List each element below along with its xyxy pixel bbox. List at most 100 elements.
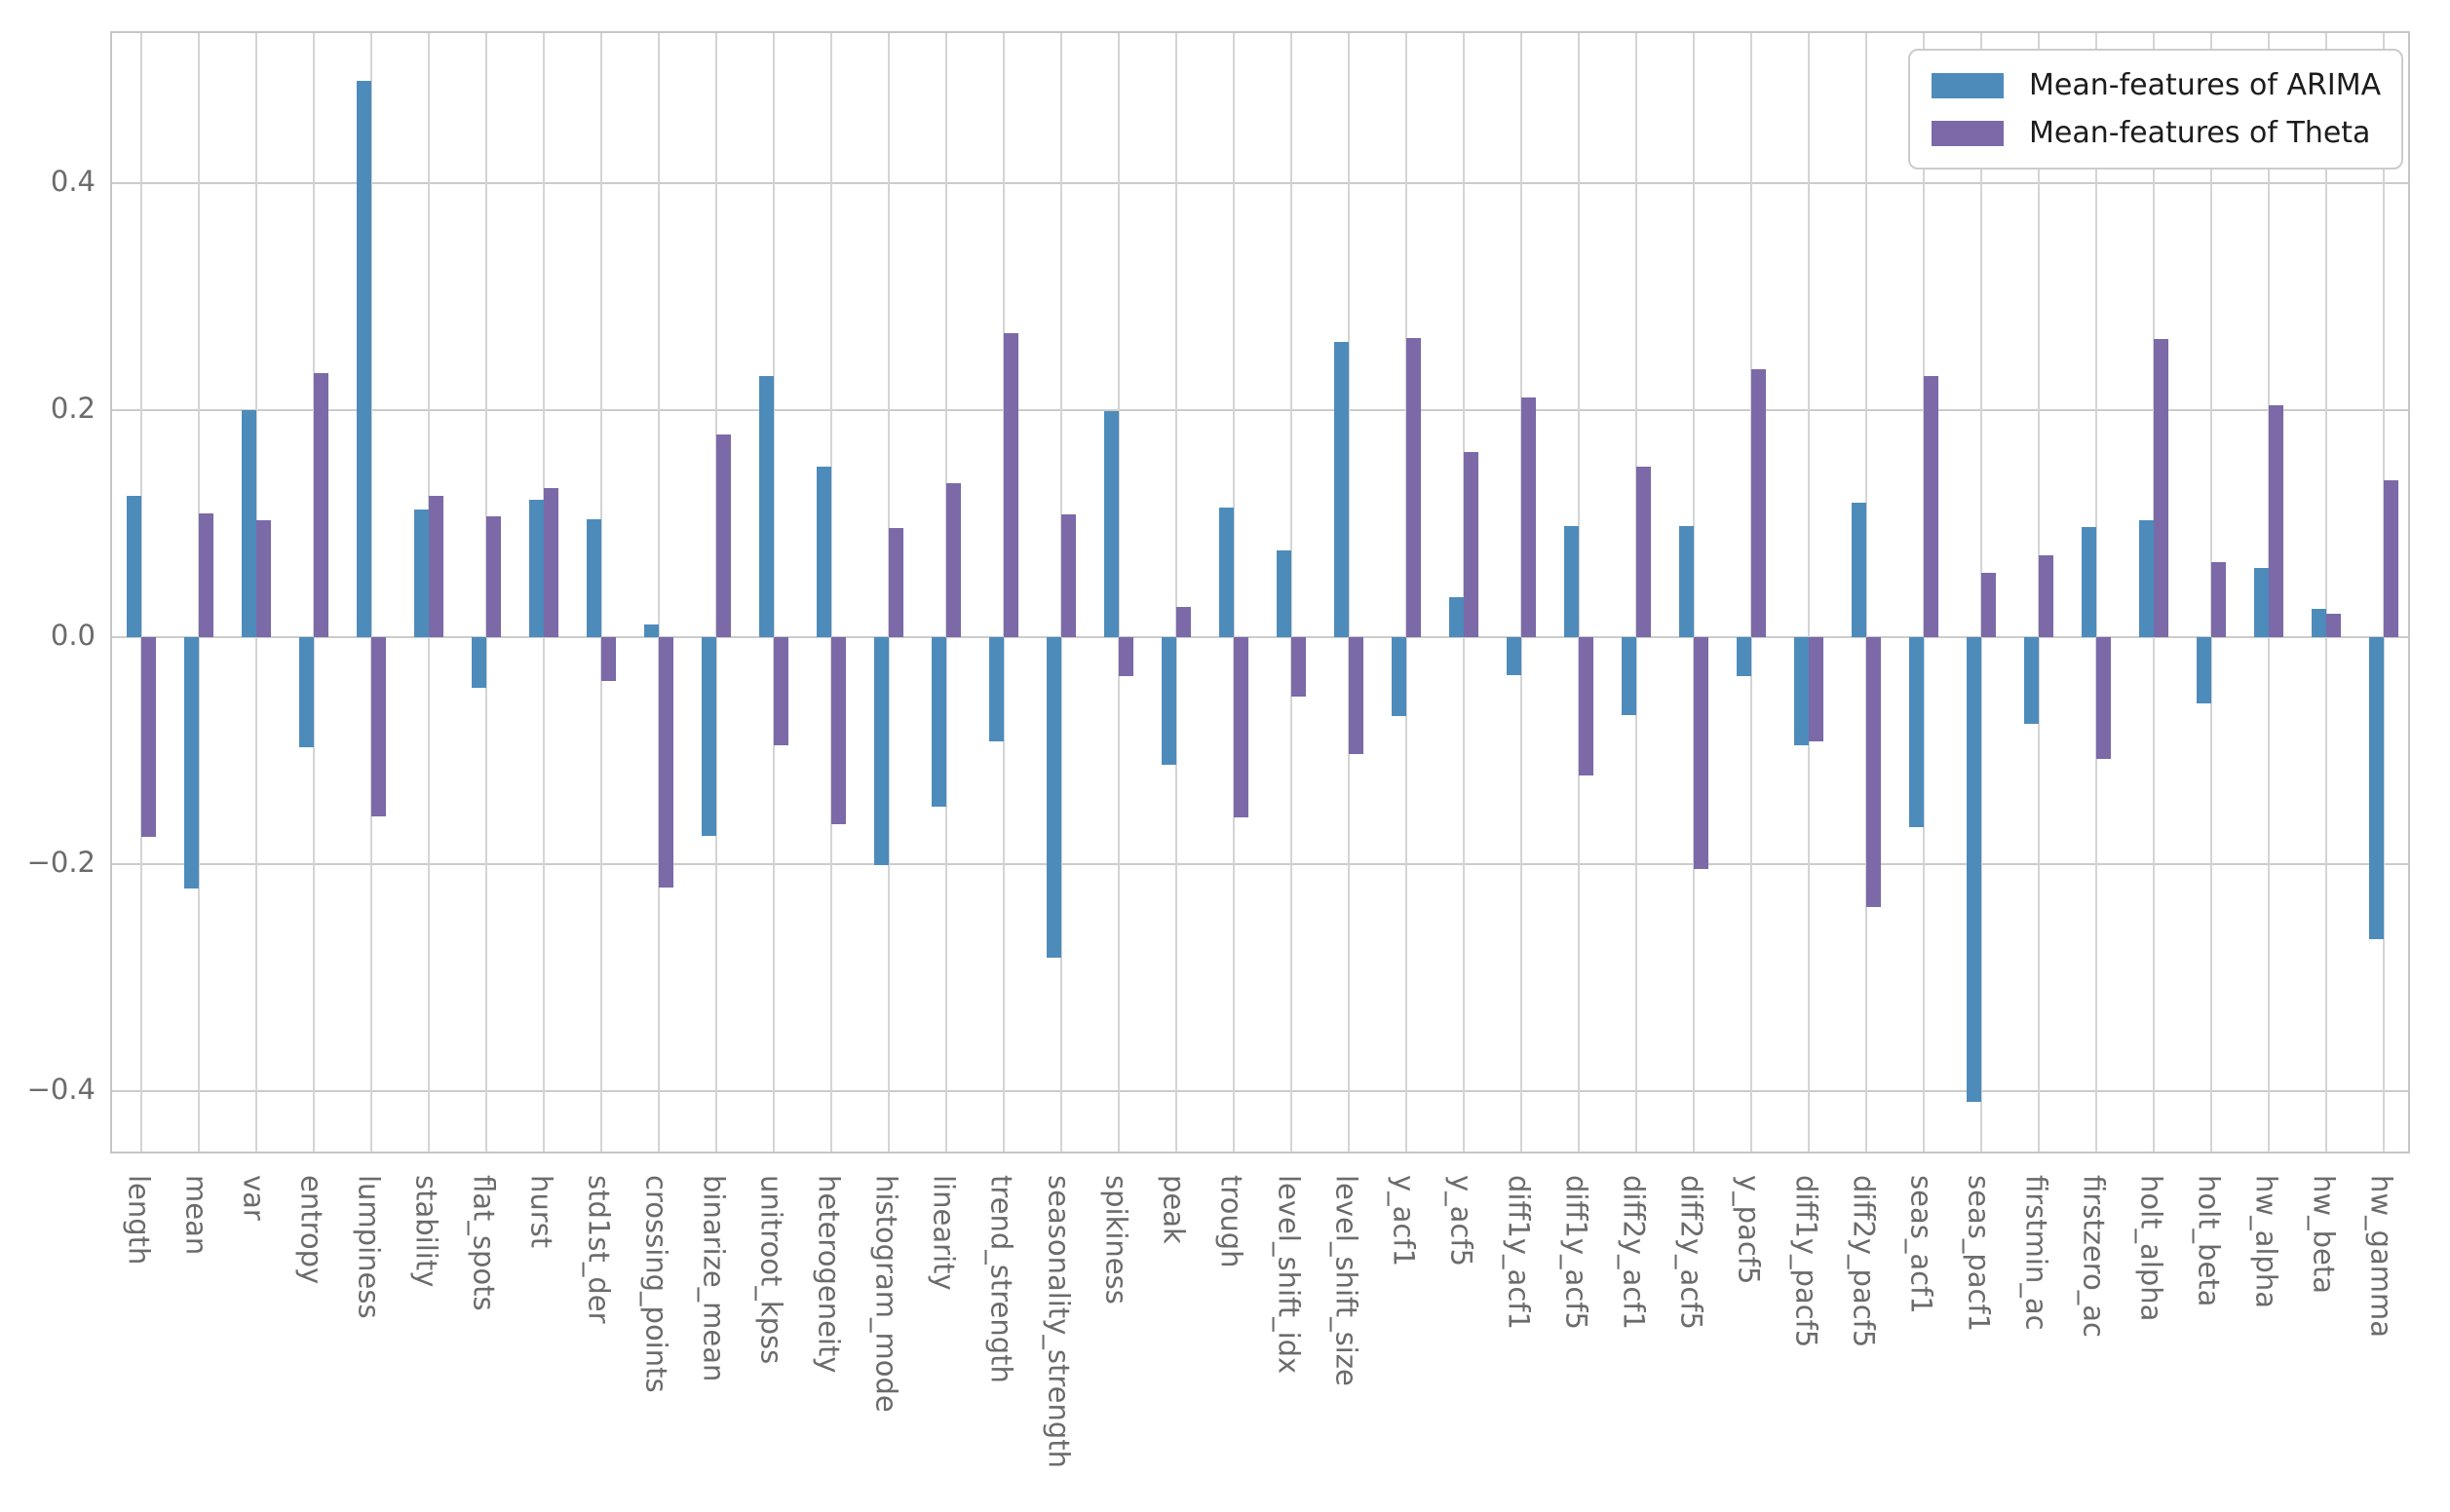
x-tick-label: holt_alpha xyxy=(2134,1175,2168,1322)
x-tick-label: diff2y_acf1 xyxy=(1617,1175,1651,1330)
bar-theta xyxy=(1118,636,1133,677)
bar-arima xyxy=(2368,636,2384,939)
bar-arima xyxy=(873,636,889,865)
bar-theta xyxy=(830,636,846,824)
legend-item-arima: Mean-features of ARIMA xyxy=(1932,68,2382,102)
v-gridline xyxy=(1289,33,1292,1152)
bar-arima xyxy=(1448,596,1464,637)
v-gridline xyxy=(829,33,832,1152)
x-tick-label: seasonality_strength xyxy=(1042,1175,1076,1469)
bar-theta xyxy=(2038,554,2053,637)
v-gridline xyxy=(599,33,602,1152)
bar-arima xyxy=(471,636,486,689)
v-gridline xyxy=(1117,33,1120,1152)
bar-theta xyxy=(543,488,558,637)
x-tick-label: trough xyxy=(1214,1175,1248,1268)
bar-theta xyxy=(2325,614,2341,637)
bar-theta xyxy=(888,527,903,637)
y-tick-label: −0.4 xyxy=(26,1072,96,1106)
x-tick-label: spikiness xyxy=(1099,1175,1133,1304)
bar-theta xyxy=(1348,636,1363,754)
bar-theta xyxy=(773,636,788,746)
bar-arima xyxy=(2081,526,2096,637)
x-tick-label: mean xyxy=(179,1175,213,1256)
x-tick-label: var xyxy=(237,1175,271,1221)
bar-arima xyxy=(1908,636,1924,828)
bar-theta xyxy=(1290,636,1306,698)
bar-arima xyxy=(1506,636,1521,676)
bar-theta xyxy=(1865,636,1881,907)
x-tick-label: hw_gamma xyxy=(2364,1175,2398,1339)
y-tick-label: 0.2 xyxy=(50,391,96,425)
bar-arima xyxy=(1103,410,1119,637)
bar-arima xyxy=(1621,636,1636,716)
bar-arima xyxy=(183,636,199,889)
y-tick-label: 0.0 xyxy=(50,618,96,652)
bar-arima xyxy=(988,636,1004,741)
x-tick-label: level_shift_idx xyxy=(1272,1175,1306,1375)
x-tick-label: binarize_mean xyxy=(697,1175,731,1382)
bar-arima xyxy=(586,518,601,637)
bar-arima xyxy=(1793,636,1809,746)
bar-theta xyxy=(1693,636,1708,870)
x-tick-label: y_pacf5 xyxy=(1732,1175,1766,1285)
v-gridline xyxy=(772,33,775,1152)
v-gridline xyxy=(657,33,660,1152)
bar-theta xyxy=(600,636,616,682)
legend-swatch-theta-icon xyxy=(1932,120,2004,146)
bar-theta xyxy=(1635,466,1651,637)
x-tick-label: holt_beta xyxy=(2192,1175,2226,1307)
x-tick-label: y_acf1 xyxy=(1387,1175,1421,1267)
bar-theta xyxy=(198,512,213,637)
x-tick-label: seas_acf1 xyxy=(1904,1175,1938,1314)
x-tick-label: firstmin_ac xyxy=(2019,1175,2053,1331)
bar-arima xyxy=(2138,519,2154,637)
bar-arima xyxy=(126,496,141,637)
bar-arima xyxy=(1736,636,1751,677)
bar-arima xyxy=(816,466,831,637)
x-tick-label: firstzero_ac xyxy=(2077,1175,2111,1338)
bar-arima xyxy=(1966,636,1981,1103)
h-gridline xyxy=(112,1089,2408,1092)
bar-theta xyxy=(2383,479,2398,637)
bar-arima xyxy=(701,636,716,836)
bar-arima xyxy=(758,375,774,637)
x-tick-label: peak xyxy=(1157,1175,1191,1244)
bar-arima xyxy=(2311,608,2326,637)
bar-theta xyxy=(1233,636,1248,817)
x-tick-label: stability xyxy=(409,1175,443,1288)
x-tick-label: unitroot_kpss xyxy=(754,1175,788,1365)
x-tick-label: hurst xyxy=(524,1175,558,1249)
bar-theta xyxy=(140,636,156,837)
x-tick-label: std1st_der xyxy=(582,1175,616,1324)
x-tick-label: diff2y_pacf5 xyxy=(1847,1175,1881,1348)
x-tick-label: flat_spots xyxy=(467,1175,501,1311)
bar-arima xyxy=(2196,636,2211,704)
x-tick-label: diff1y_pacf5 xyxy=(1789,1175,1823,1348)
bar-theta xyxy=(313,373,328,637)
bar-theta xyxy=(2210,561,2226,637)
legend-swatch-arima-icon xyxy=(1932,72,2004,98)
v-gridline xyxy=(369,33,372,1152)
bar-theta xyxy=(1405,338,1421,637)
x-tick-label: diff1y_acf5 xyxy=(1559,1175,1593,1330)
bar-theta xyxy=(2153,339,2168,637)
h-gridline xyxy=(112,635,2408,638)
bar-arima xyxy=(1391,636,1406,717)
bar-theta xyxy=(658,636,673,888)
bar-arima xyxy=(241,409,256,637)
x-tick-label: trend_strength xyxy=(984,1175,1018,1383)
x-tick-label: crossing_points xyxy=(639,1175,673,1393)
bar-theta xyxy=(1520,397,1536,637)
bar-arima xyxy=(1276,550,1291,637)
legend-label-arima: Mean-features of ARIMA xyxy=(2029,68,2382,102)
bar-theta xyxy=(1808,636,1823,741)
v-gridline xyxy=(1692,33,1695,1152)
bar-theta xyxy=(370,636,386,816)
y-tick-label: −0.2 xyxy=(26,845,96,879)
v-gridline xyxy=(1174,33,1177,1152)
legend-item-theta: Mean-features of Theta xyxy=(1932,116,2380,150)
x-tick-label: histogram_mode xyxy=(869,1175,903,1413)
bar-arima xyxy=(1218,507,1234,637)
bar-theta xyxy=(2268,405,2283,637)
